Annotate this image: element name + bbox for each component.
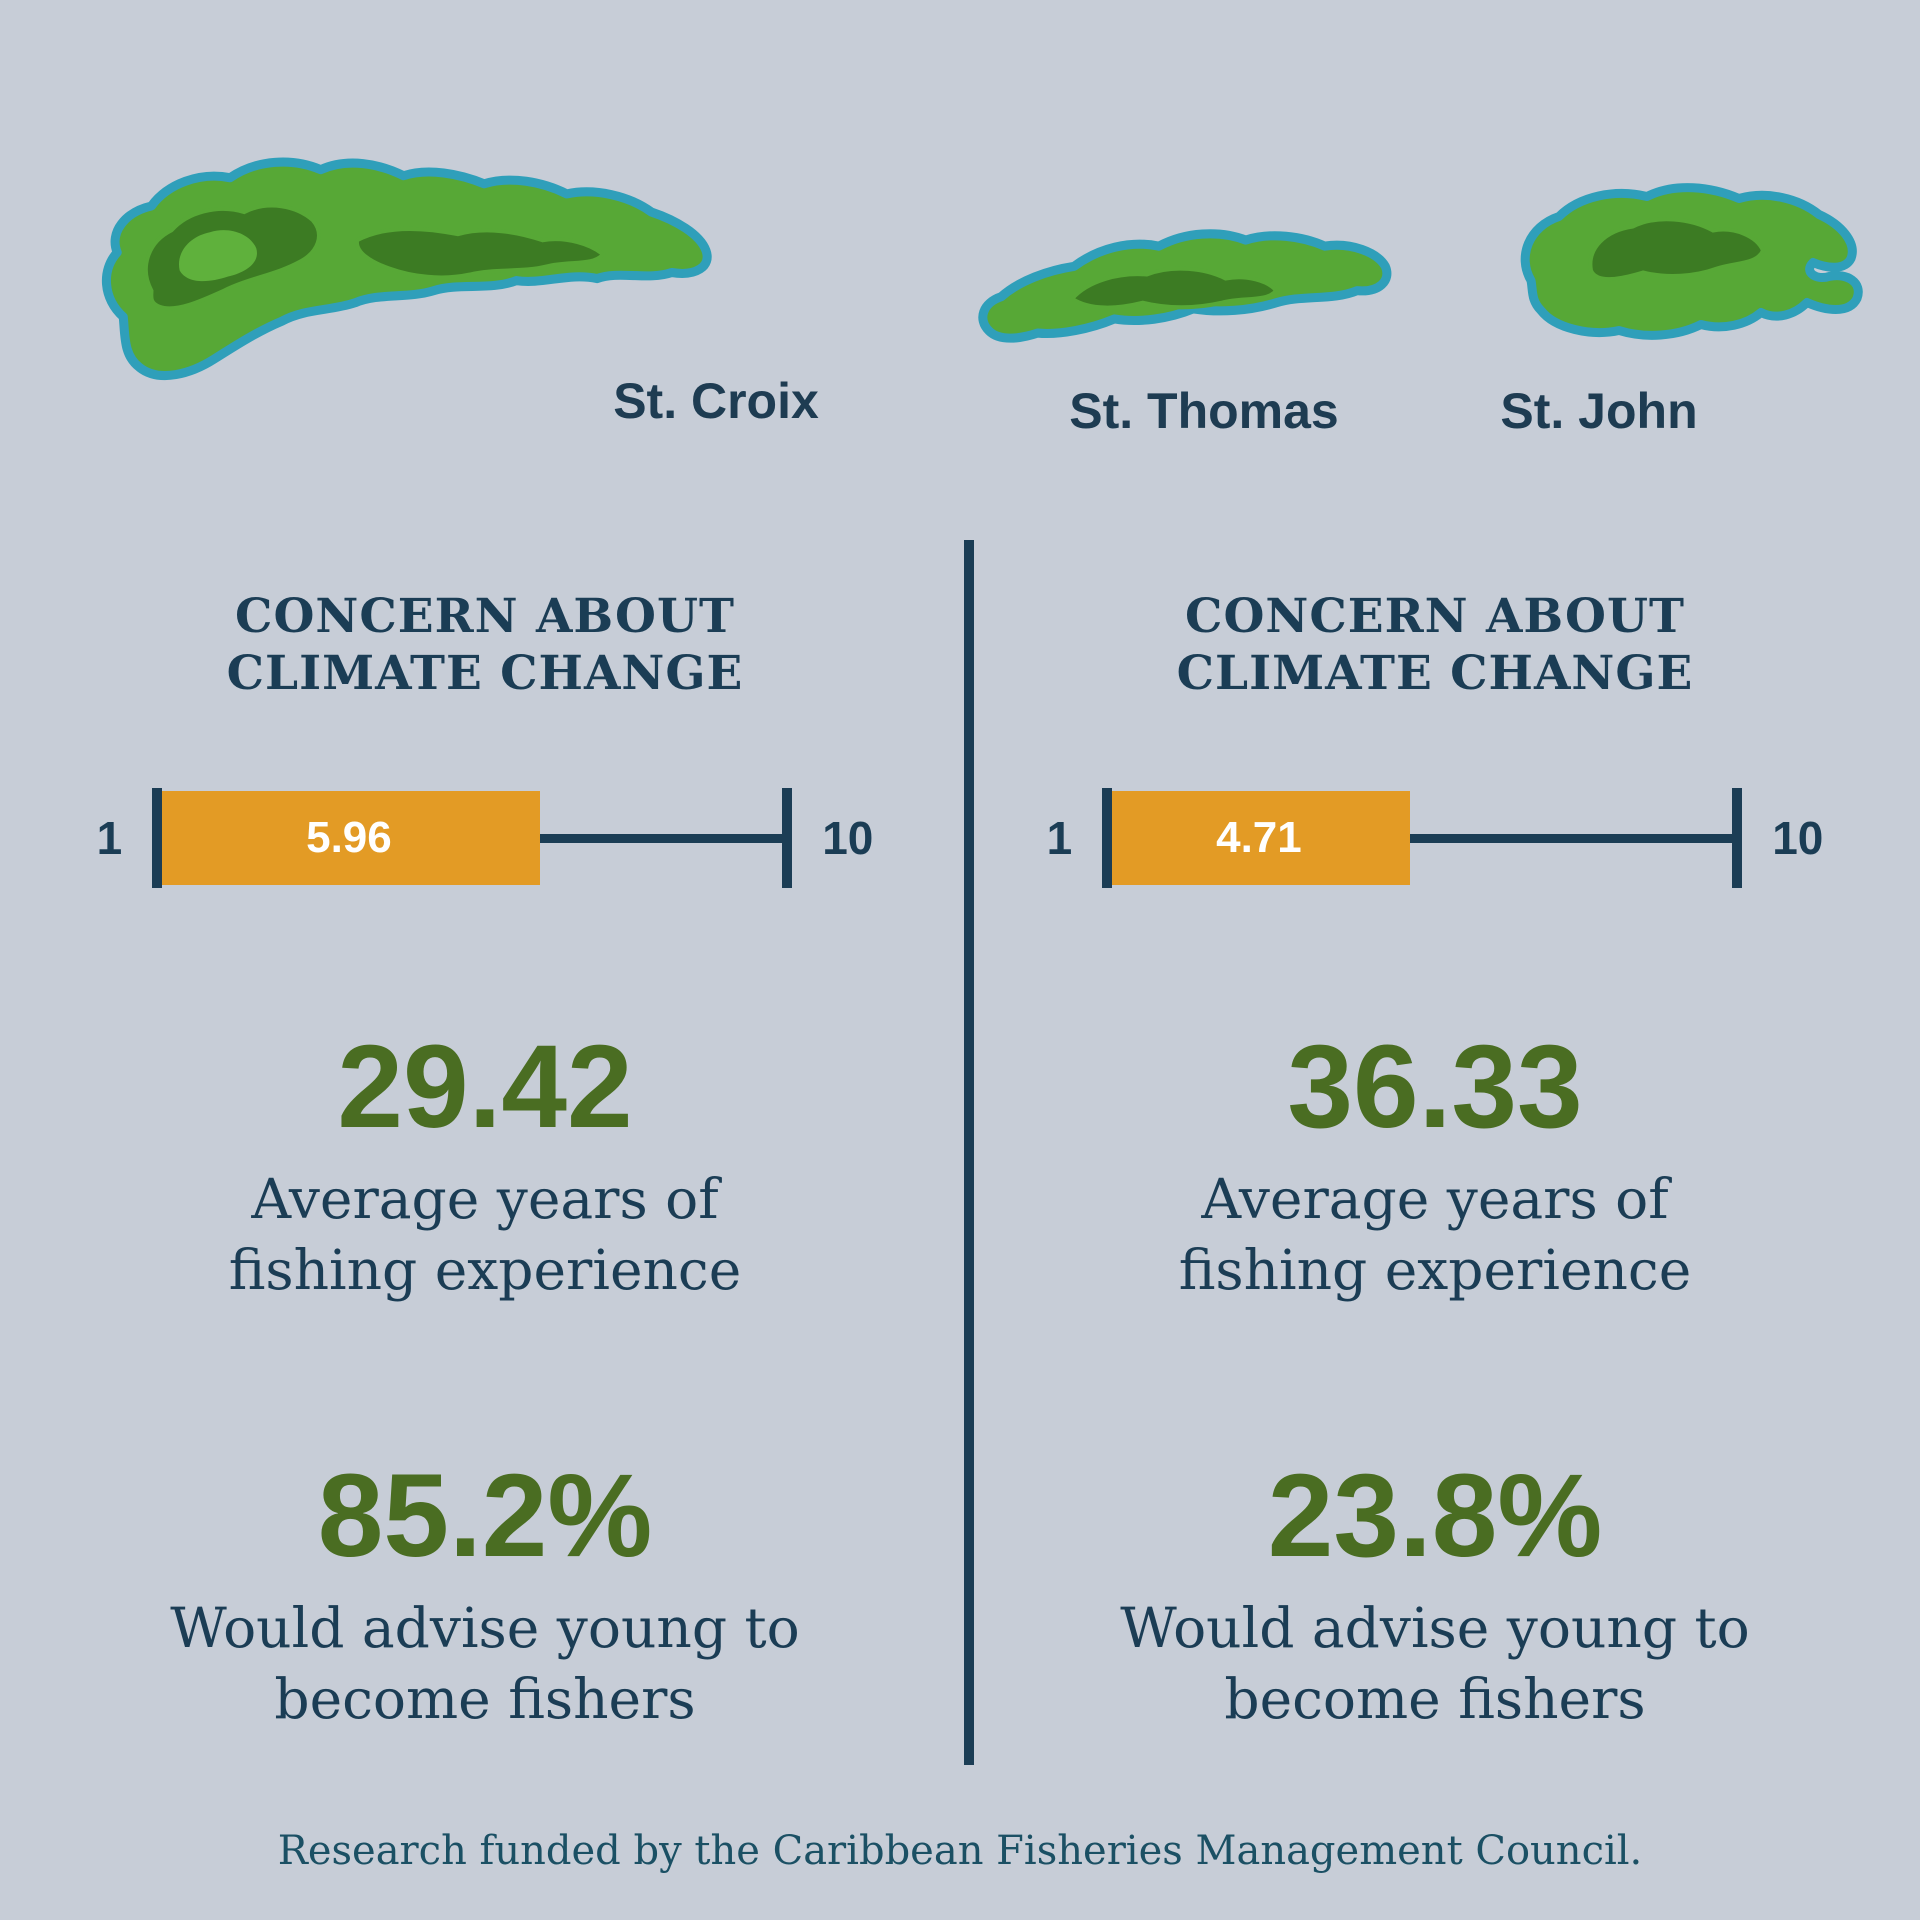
scale-track: 5.96: [152, 787, 793, 888]
advise-value: 23.8%: [1267, 1449, 1603, 1582]
st-croix-column: CONCERN ABOUT CLIMATE CHANGE 1 5.96 10 2…: [60, 588, 910, 1736]
scale-tick-left: [1102, 787, 1113, 888]
experience-value: 36.33: [1287, 1020, 1583, 1153]
concern-bar: 4.71: [1108, 790, 1410, 885]
st-thomas-john-column: CONCERN ABOUT CLIMATE CHANGE 1 4.71 10 3…: [1010, 588, 1860, 1736]
concern-bar-value: 5.96: [306, 812, 392, 862]
island-label-st-thomas: St. Thomas: [1069, 383, 1339, 439]
concern-title: CONCERN ABOUT CLIMATE CHANGE: [227, 588, 744, 703]
advise-label-line1: Would advise young to: [170, 1595, 800, 1660]
concern-title-line1: CONCERN ABOUT: [235, 589, 735, 644]
scale-tick-right: [1732, 787, 1743, 888]
island-label-st-john: St. John: [1500, 383, 1698, 439]
scale-max-label: 10: [822, 811, 874, 864]
st-thomas-map: [978, 229, 1392, 343]
experience-label: Average years of fishing experience: [229, 1164, 742, 1307]
funding-credit: Research funded by the Caribbean Fisheri…: [277, 1828, 1643, 1874]
scale-track: 4.71: [1102, 787, 1743, 888]
scale-tick-right: [782, 787, 793, 888]
experience-label-line2: fishing experience: [1178, 1238, 1692, 1303]
st-croix-map: [101, 157, 712, 381]
column-divider: [964, 540, 974, 1765]
concern-scale: 1 5.96 10: [60, 787, 910, 888]
experience-label-line2: fishing experience: [228, 1238, 742, 1303]
advise-value: 85.2%: [317, 1449, 653, 1582]
concern-title: CONCERN ABOUT CLIMATE CHANGE: [1177, 588, 1694, 703]
experience-value: 29.42: [337, 1020, 633, 1153]
scale-min-label: 1: [96, 811, 123, 864]
st-john-map: [1520, 183, 1863, 340]
advise-label-line1: Would advise young to: [1120, 1595, 1750, 1660]
scale-min-label: 1: [1046, 811, 1073, 864]
advise-label: Would advise young to become fishers: [170, 1593, 799, 1736]
advise-label-line2: become fishers: [1224, 1667, 1646, 1732]
advise-label: Would advise young to become fishers: [1120, 1593, 1749, 1736]
experience-label-line1: Average years of: [1201, 1166, 1669, 1231]
concern-title-line2: CLIMATE CHANGE: [1176, 646, 1694, 702]
advise-label-line2: become fishers: [274, 1667, 696, 1732]
island-label-st-croix: St. Croix: [613, 373, 819, 429]
experience-label-line1: Average years of: [251, 1166, 719, 1231]
scale-line: [1102, 833, 1743, 843]
concern-title-line2: CLIMATE CHANGE: [226, 646, 744, 702]
concern-bar: 5.96: [158, 790, 540, 885]
concern-bar-value: 4.71: [1216, 812, 1302, 862]
scale-tick-left: [152, 787, 163, 888]
concern-scale: 1 4.71 10: [1010, 787, 1860, 888]
experience-label: Average years of fishing experience: [1179, 1164, 1692, 1307]
concern-title-line1: CONCERN ABOUT: [1185, 589, 1685, 644]
scale-max-label: 10: [1772, 811, 1824, 864]
